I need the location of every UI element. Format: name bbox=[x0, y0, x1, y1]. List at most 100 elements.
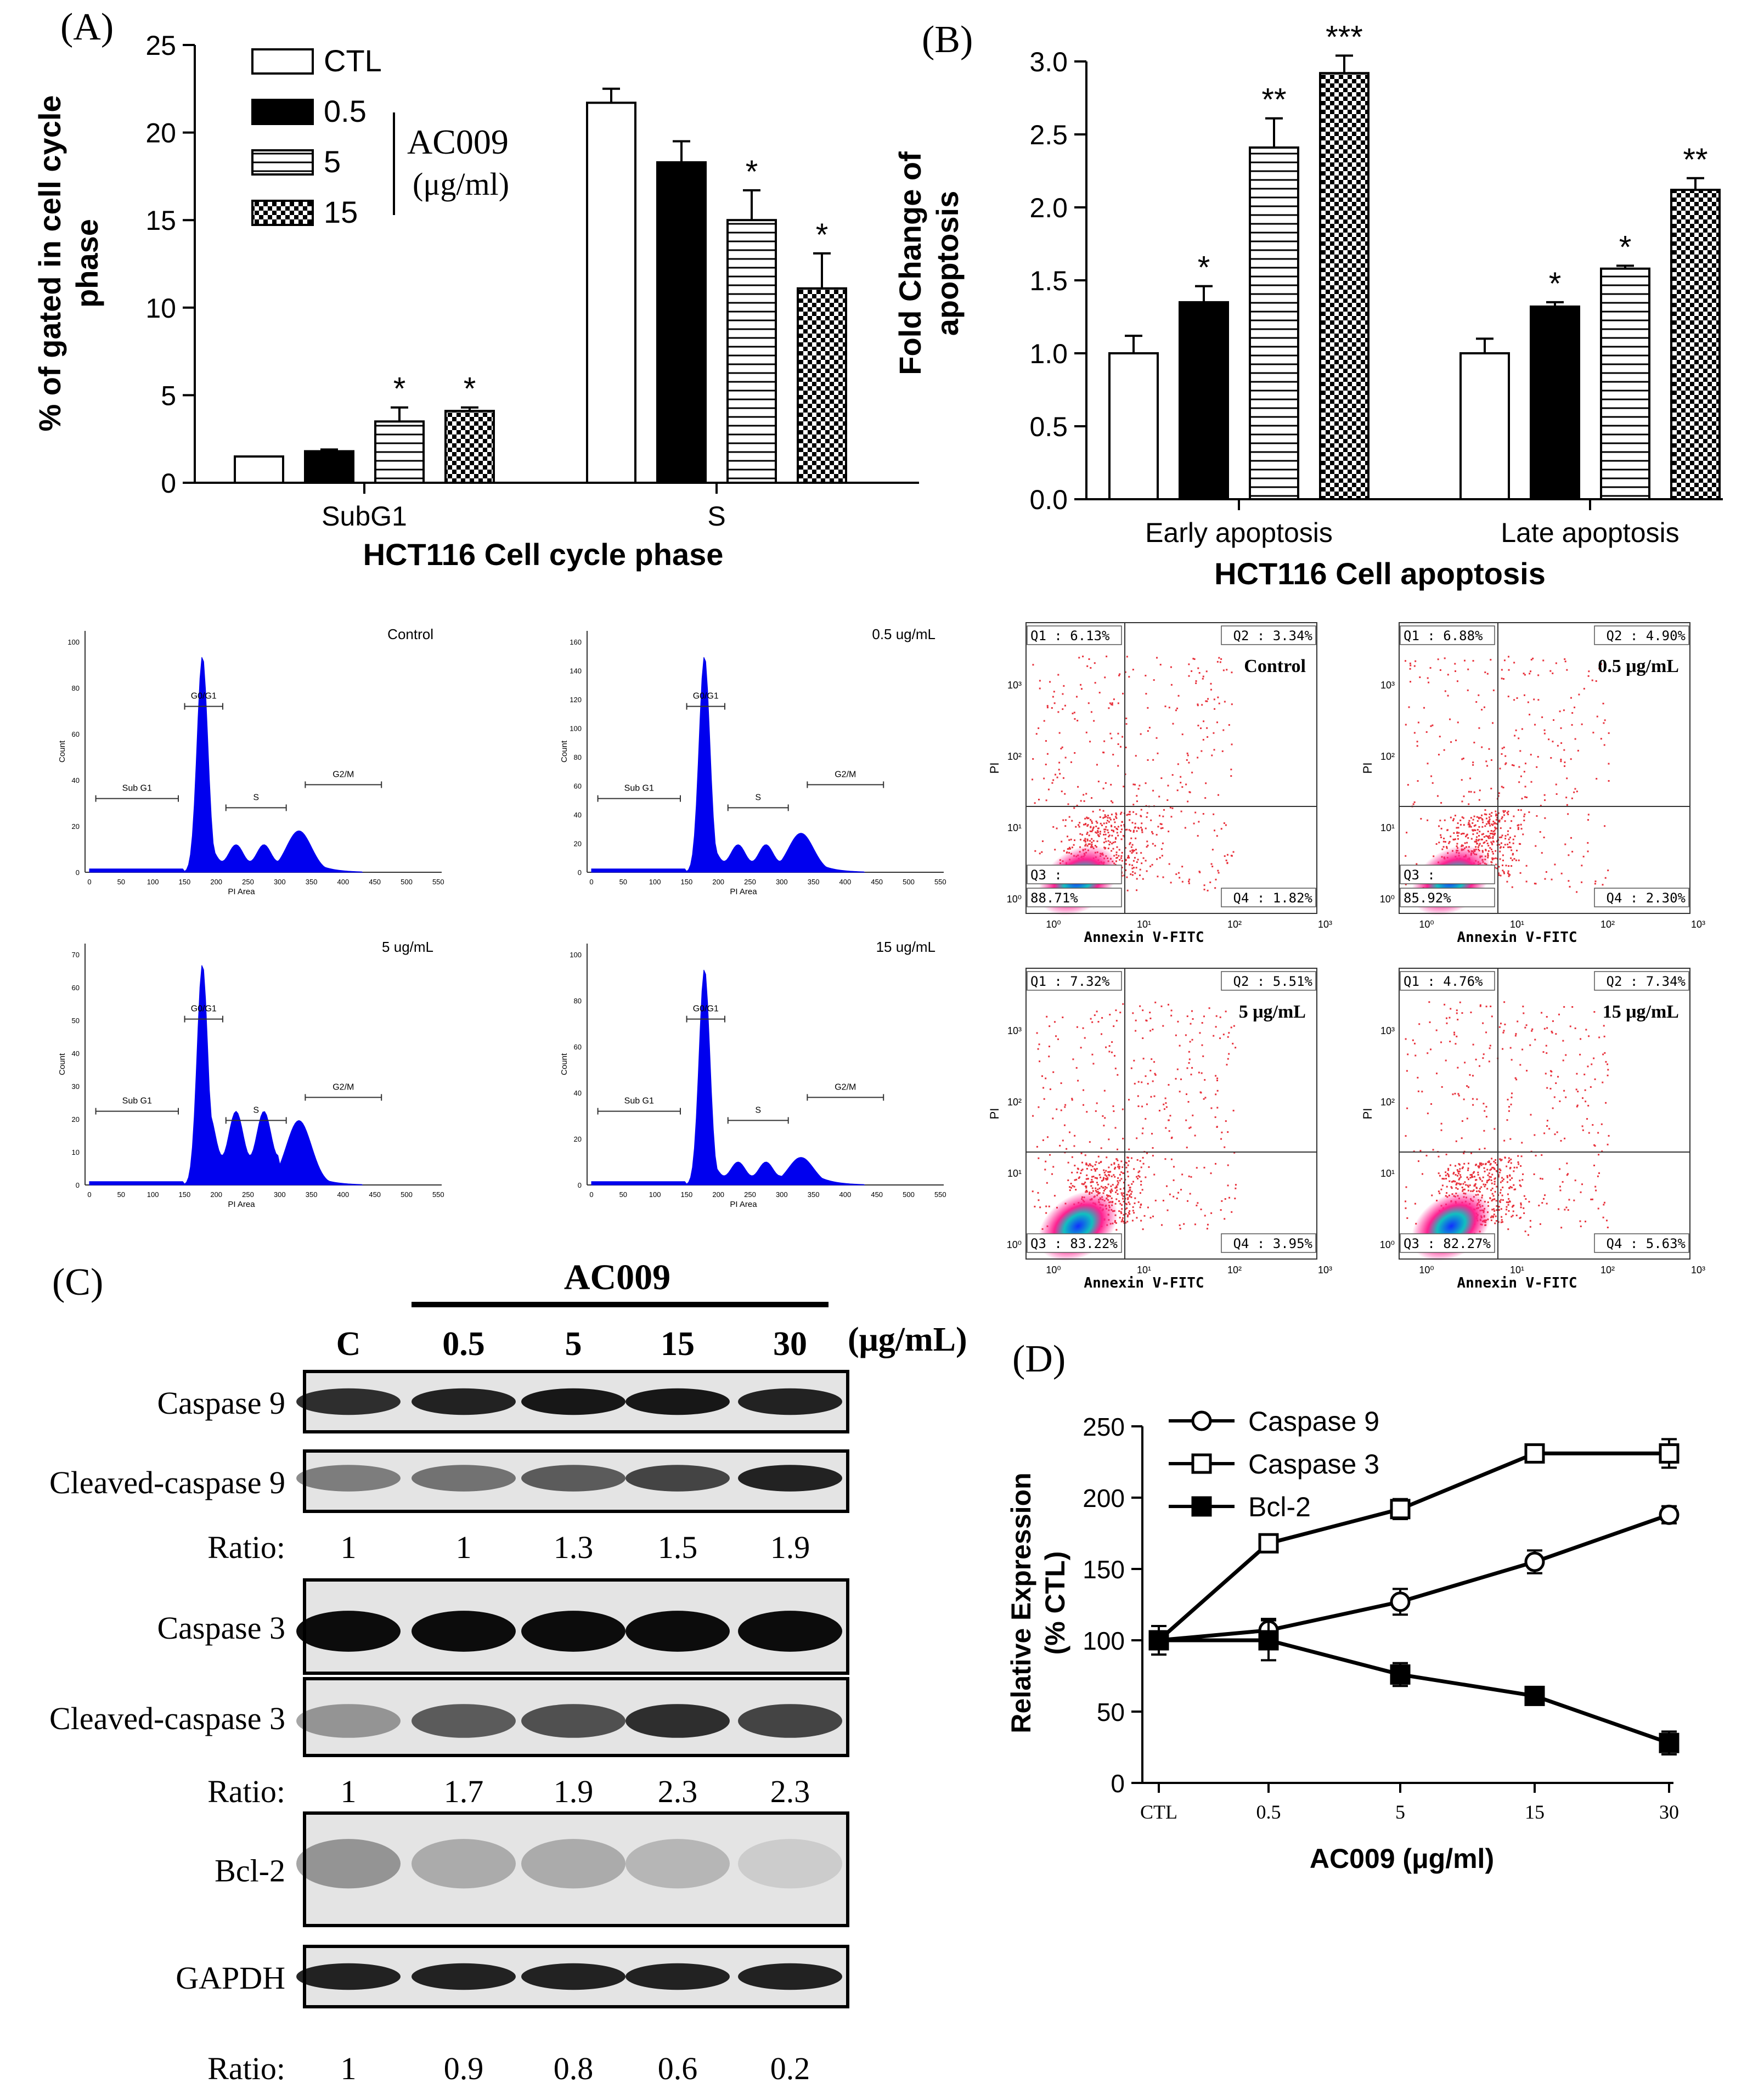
dot bbox=[1486, 1179, 1489, 1182]
dot bbox=[1499, 1192, 1501, 1194]
dot bbox=[1490, 848, 1492, 850]
dot bbox=[1454, 663, 1456, 665]
dot bbox=[1446, 1022, 1448, 1024]
dot bbox=[1473, 1171, 1475, 1173]
dot bbox=[1456, 1169, 1458, 1171]
dot bbox=[1112, 1184, 1114, 1186]
dot bbox=[1495, 1220, 1497, 1222]
ratio-value: 1 bbox=[341, 2051, 357, 2083]
dot bbox=[1480, 1186, 1483, 1188]
dot bbox=[1095, 825, 1097, 827]
dot bbox=[1459, 823, 1462, 826]
dot bbox=[1551, 1031, 1553, 1034]
dot bbox=[1045, 1077, 1047, 1080]
dot bbox=[1158, 1109, 1160, 1111]
dot bbox=[1472, 1104, 1474, 1106]
dot bbox=[1096, 764, 1098, 766]
dot bbox=[1139, 1206, 1141, 1209]
dot bbox=[1107, 848, 1109, 850]
dot bbox=[1074, 839, 1076, 842]
dot bbox=[1501, 786, 1503, 788]
dot bbox=[1142, 1127, 1144, 1130]
dot bbox=[1530, 754, 1532, 756]
dot bbox=[1092, 840, 1095, 842]
hist-ylabel: Count bbox=[560, 740, 569, 763]
dot bbox=[1075, 1189, 1077, 1191]
dot bbox=[1165, 1106, 1168, 1108]
scatter-x-tick: 10² bbox=[1600, 1265, 1615, 1275]
blot-label: Caspase 9 bbox=[157, 1385, 285, 1421]
dot bbox=[1224, 1218, 1226, 1220]
dot bbox=[1521, 1142, 1523, 1144]
dot bbox=[1179, 1045, 1181, 1047]
hist-x-tick: 100 bbox=[147, 1190, 159, 1199]
dot bbox=[1452, 1173, 1455, 1175]
legend-label-ctl: CTL bbox=[324, 43, 382, 78]
dot bbox=[1134, 826, 1136, 828]
dot bbox=[1506, 1176, 1508, 1178]
dot bbox=[1524, 763, 1526, 765]
significance-mark: *** bbox=[1326, 19, 1363, 55]
dot bbox=[1546, 1015, 1548, 1018]
dot bbox=[1060, 1082, 1062, 1084]
dot bbox=[1111, 829, 1113, 831]
dot bbox=[1511, 764, 1513, 766]
dot bbox=[1099, 831, 1101, 833]
dot bbox=[1073, 807, 1075, 809]
dot bbox=[1428, 1001, 1430, 1003]
dot bbox=[1440, 1041, 1442, 1043]
dot bbox=[1188, 761, 1190, 764]
dot bbox=[1071, 846, 1073, 849]
dot bbox=[1077, 786, 1079, 788]
dot bbox=[1432, 724, 1434, 726]
dot bbox=[1524, 1026, 1526, 1029]
data-point-Bcl-2 bbox=[1390, 1664, 1411, 1685]
dot bbox=[1491, 1199, 1494, 1201]
dot bbox=[1596, 778, 1598, 780]
dot bbox=[1576, 1105, 1578, 1108]
dot bbox=[1156, 737, 1158, 739]
dot bbox=[1180, 810, 1182, 812]
dot bbox=[1544, 817, 1546, 819]
dot bbox=[1581, 1183, 1583, 1186]
dot bbox=[1509, 837, 1512, 839]
dot bbox=[1487, 853, 1489, 855]
dot bbox=[1117, 732, 1119, 735]
scatter-x-tick: 10² bbox=[1227, 1265, 1242, 1275]
scatter-frame bbox=[1399, 968, 1690, 1260]
dot bbox=[1120, 857, 1123, 859]
dot bbox=[1136, 878, 1138, 880]
dot bbox=[1487, 1179, 1490, 1181]
dot bbox=[1210, 863, 1213, 865]
dot bbox=[1038, 799, 1040, 801]
dot bbox=[1154, 845, 1156, 847]
bar-5-Late apoptosis bbox=[1600, 267, 1650, 500]
quadrant-box bbox=[1400, 865, 1495, 884]
dot bbox=[1129, 811, 1131, 813]
dot bbox=[1087, 843, 1090, 845]
dot bbox=[1046, 1136, 1049, 1138]
dot bbox=[1231, 671, 1233, 674]
dot bbox=[1226, 862, 1228, 864]
dot bbox=[1490, 659, 1492, 661]
dot bbox=[1447, 1174, 1450, 1176]
dot bbox=[1476, 836, 1478, 838]
dot bbox=[1508, 1110, 1510, 1112]
dot bbox=[1593, 1144, 1596, 1146]
dot bbox=[1449, 1017, 1451, 1019]
dot bbox=[1140, 1184, 1142, 1186]
legend-group-label: AC009 bbox=[407, 122, 509, 161]
dot bbox=[1191, 1067, 1193, 1069]
dot bbox=[1136, 795, 1138, 797]
gate-label: Sub G1 bbox=[122, 1097, 152, 1106]
dot bbox=[1608, 763, 1610, 765]
dot bbox=[1414, 660, 1417, 662]
dot bbox=[1516, 1166, 1518, 1168]
dot bbox=[1106, 656, 1108, 658]
dot bbox=[1062, 708, 1064, 710]
dot bbox=[1416, 741, 1418, 743]
dot bbox=[1086, 1174, 1088, 1176]
dot bbox=[1191, 670, 1193, 672]
dot bbox=[1097, 827, 1099, 829]
dot bbox=[1501, 1216, 1503, 1218]
